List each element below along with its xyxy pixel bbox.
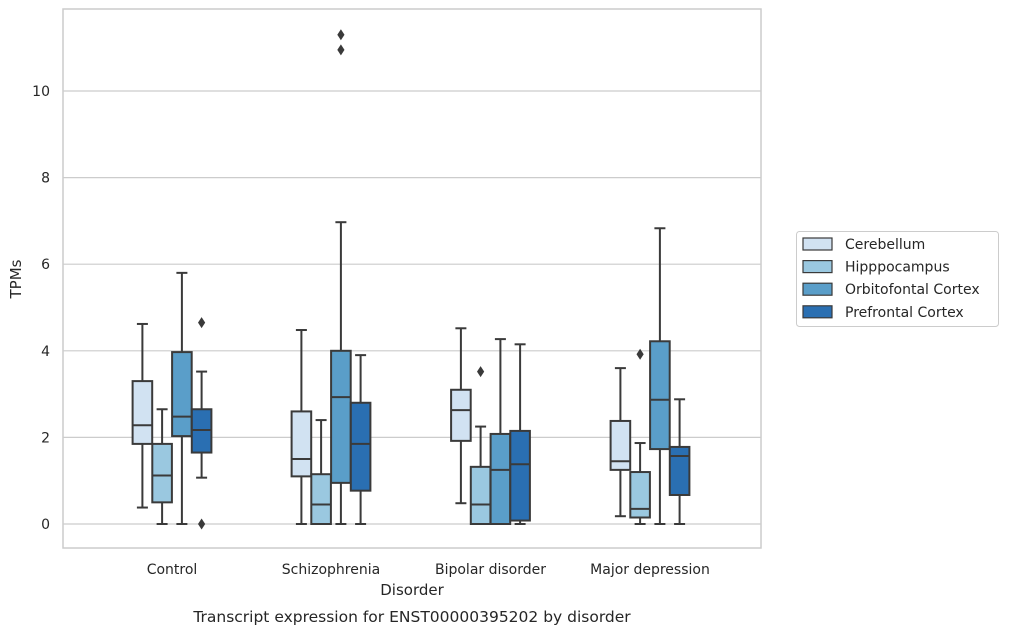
iqr-box	[668, 445, 691, 496]
plot-area-frame	[62, 8, 762, 549]
iqr-box	[151, 442, 173, 504]
legend: Cerebellum Hipppocampus Orbitofontal Corte…	[796, 231, 999, 327]
iqr-box	[609, 419, 632, 471]
series-hipppocampus	[151, 348, 651, 525]
y-axis-tick-labels: 0 2 4 6 8 10	[32, 84, 50, 533]
iqr-box	[649, 340, 671, 451]
y-tick-label: 0	[41, 517, 50, 533]
legend-item: Cerebellum	[802, 237, 925, 253]
x-tick-label: Major depression	[590, 562, 710, 578]
iqr-box	[349, 401, 372, 492]
outlier-point	[198, 518, 206, 530]
legend-swatch	[802, 237, 833, 251]
series-orbitofontal-cortex	[171, 29, 671, 526]
legend-label: Orbitofontal Cortex	[845, 282, 980, 298]
iqr-box	[450, 388, 472, 442]
iqr-box	[310, 473, 332, 525]
x-axis-title: Disorder	[380, 581, 444, 599]
legend-label: Cerebellum	[845, 237, 925, 253]
x-tick-label: Bipolar disorder	[435, 562, 546, 578]
legend-label: Prefrontal Cortex	[845, 305, 964, 321]
iqr-box	[469, 465, 492, 525]
y-tick-label: 8	[41, 171, 50, 187]
outlier-point	[636, 348, 644, 360]
outlier-point	[198, 317, 206, 329]
iqr-box	[489, 432, 512, 526]
series-cerebellum	[131, 322, 632, 525]
x-tick-label: Control	[147, 562, 198, 578]
chart-caption: Transcript expression for ENST0000039520…	[192, 608, 631, 626]
legend-item: Hipppocampus	[802, 260, 950, 276]
legend-item: Orbitofontal Cortex	[802, 282, 980, 298]
y-tick-label: 2	[41, 430, 50, 446]
iqr-box	[171, 351, 193, 438]
y-axis-title: TPMs	[7, 259, 25, 299]
iqr-box	[290, 410, 313, 478]
legend-swatch	[802, 305, 833, 319]
iqr-box	[629, 471, 651, 519]
iqr-box	[131, 380, 154, 445]
x-tick-label: Schizophrenia	[282, 562, 380, 578]
iqr-box	[330, 349, 352, 484]
y-tick-label: 4	[41, 344, 50, 360]
legend-swatch	[802, 260, 833, 274]
legend-frame	[796, 231, 999, 327]
box-plot-series	[131, 29, 691, 530]
outlier-point	[337, 29, 345, 41]
legend-swatch	[802, 282, 833, 296]
iqr-box	[509, 429, 531, 522]
y-tick-label: 10	[32, 84, 50, 100]
x-axis-tick-labels: Control Schizophrenia Bipolar disorder Majo…	[147, 562, 710, 578]
legend-label: Hipppocampus	[845, 260, 950, 276]
legend-item: Prefrontal Cortex	[802, 305, 964, 321]
y-tick-label: 6	[41, 257, 50, 273]
outlier-point	[337, 44, 345, 56]
outlier-point	[477, 366, 485, 378]
series-prefrontal-cortex	[190, 317, 691, 530]
